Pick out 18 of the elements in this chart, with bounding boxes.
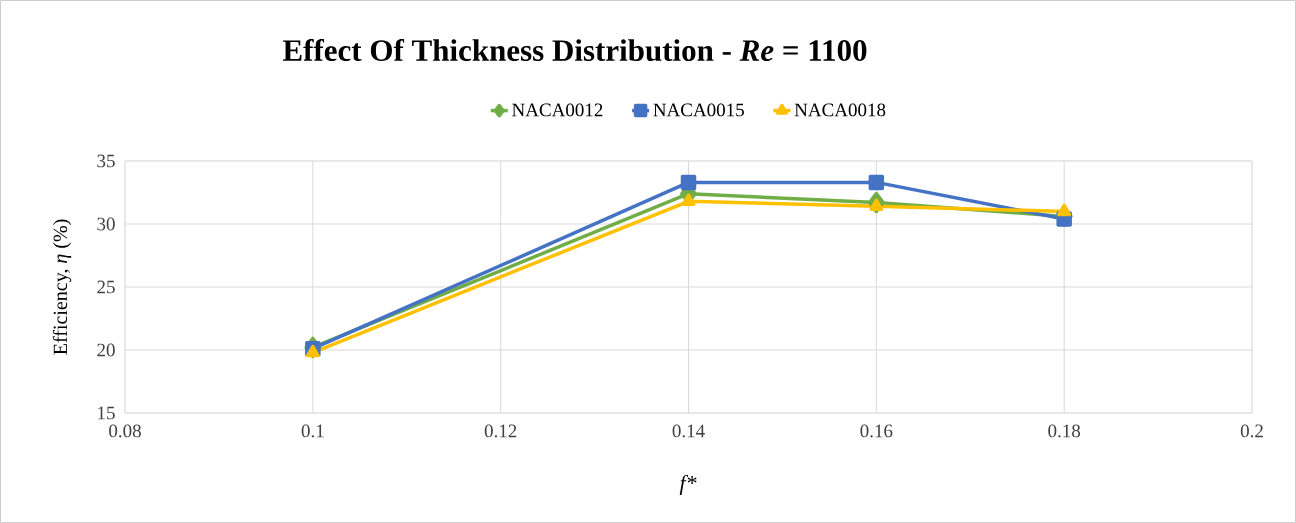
legend-label: NACA0015 [653, 103, 744, 117]
legend-label: NACA0018 [794, 103, 886, 117]
x-axis-title: f* [679, 474, 697, 496]
x-tick-label: 0.08 [109, 424, 141, 438]
y-tick-label: 35 [97, 154, 115, 168]
legend-label: NACA0012 [512, 103, 603, 117]
x-tick-label: 0.16 [860, 424, 893, 438]
y-tick-label: 30 [97, 217, 115, 231]
y-tick-label: 25 [97, 280, 115, 294]
chart-title: Effect Of Thickness Distribution - Re = 1100 [282, 38, 867, 62]
y-tick-label: 20 [97, 343, 115, 357]
x-tick-label: 0.14 [672, 424, 705, 438]
y-tick-label: 15 [98, 406, 115, 420]
y-axis-title: Efficiency, η (%) [52, 219, 72, 355]
x-tick-label: 0.2 [1240, 424, 1263, 438]
x-tick-label: 0.1 [301, 424, 324, 438]
x-tick-label: 0.18 [1048, 424, 1081, 438]
x-tick-label: 0.12 [484, 424, 517, 438]
